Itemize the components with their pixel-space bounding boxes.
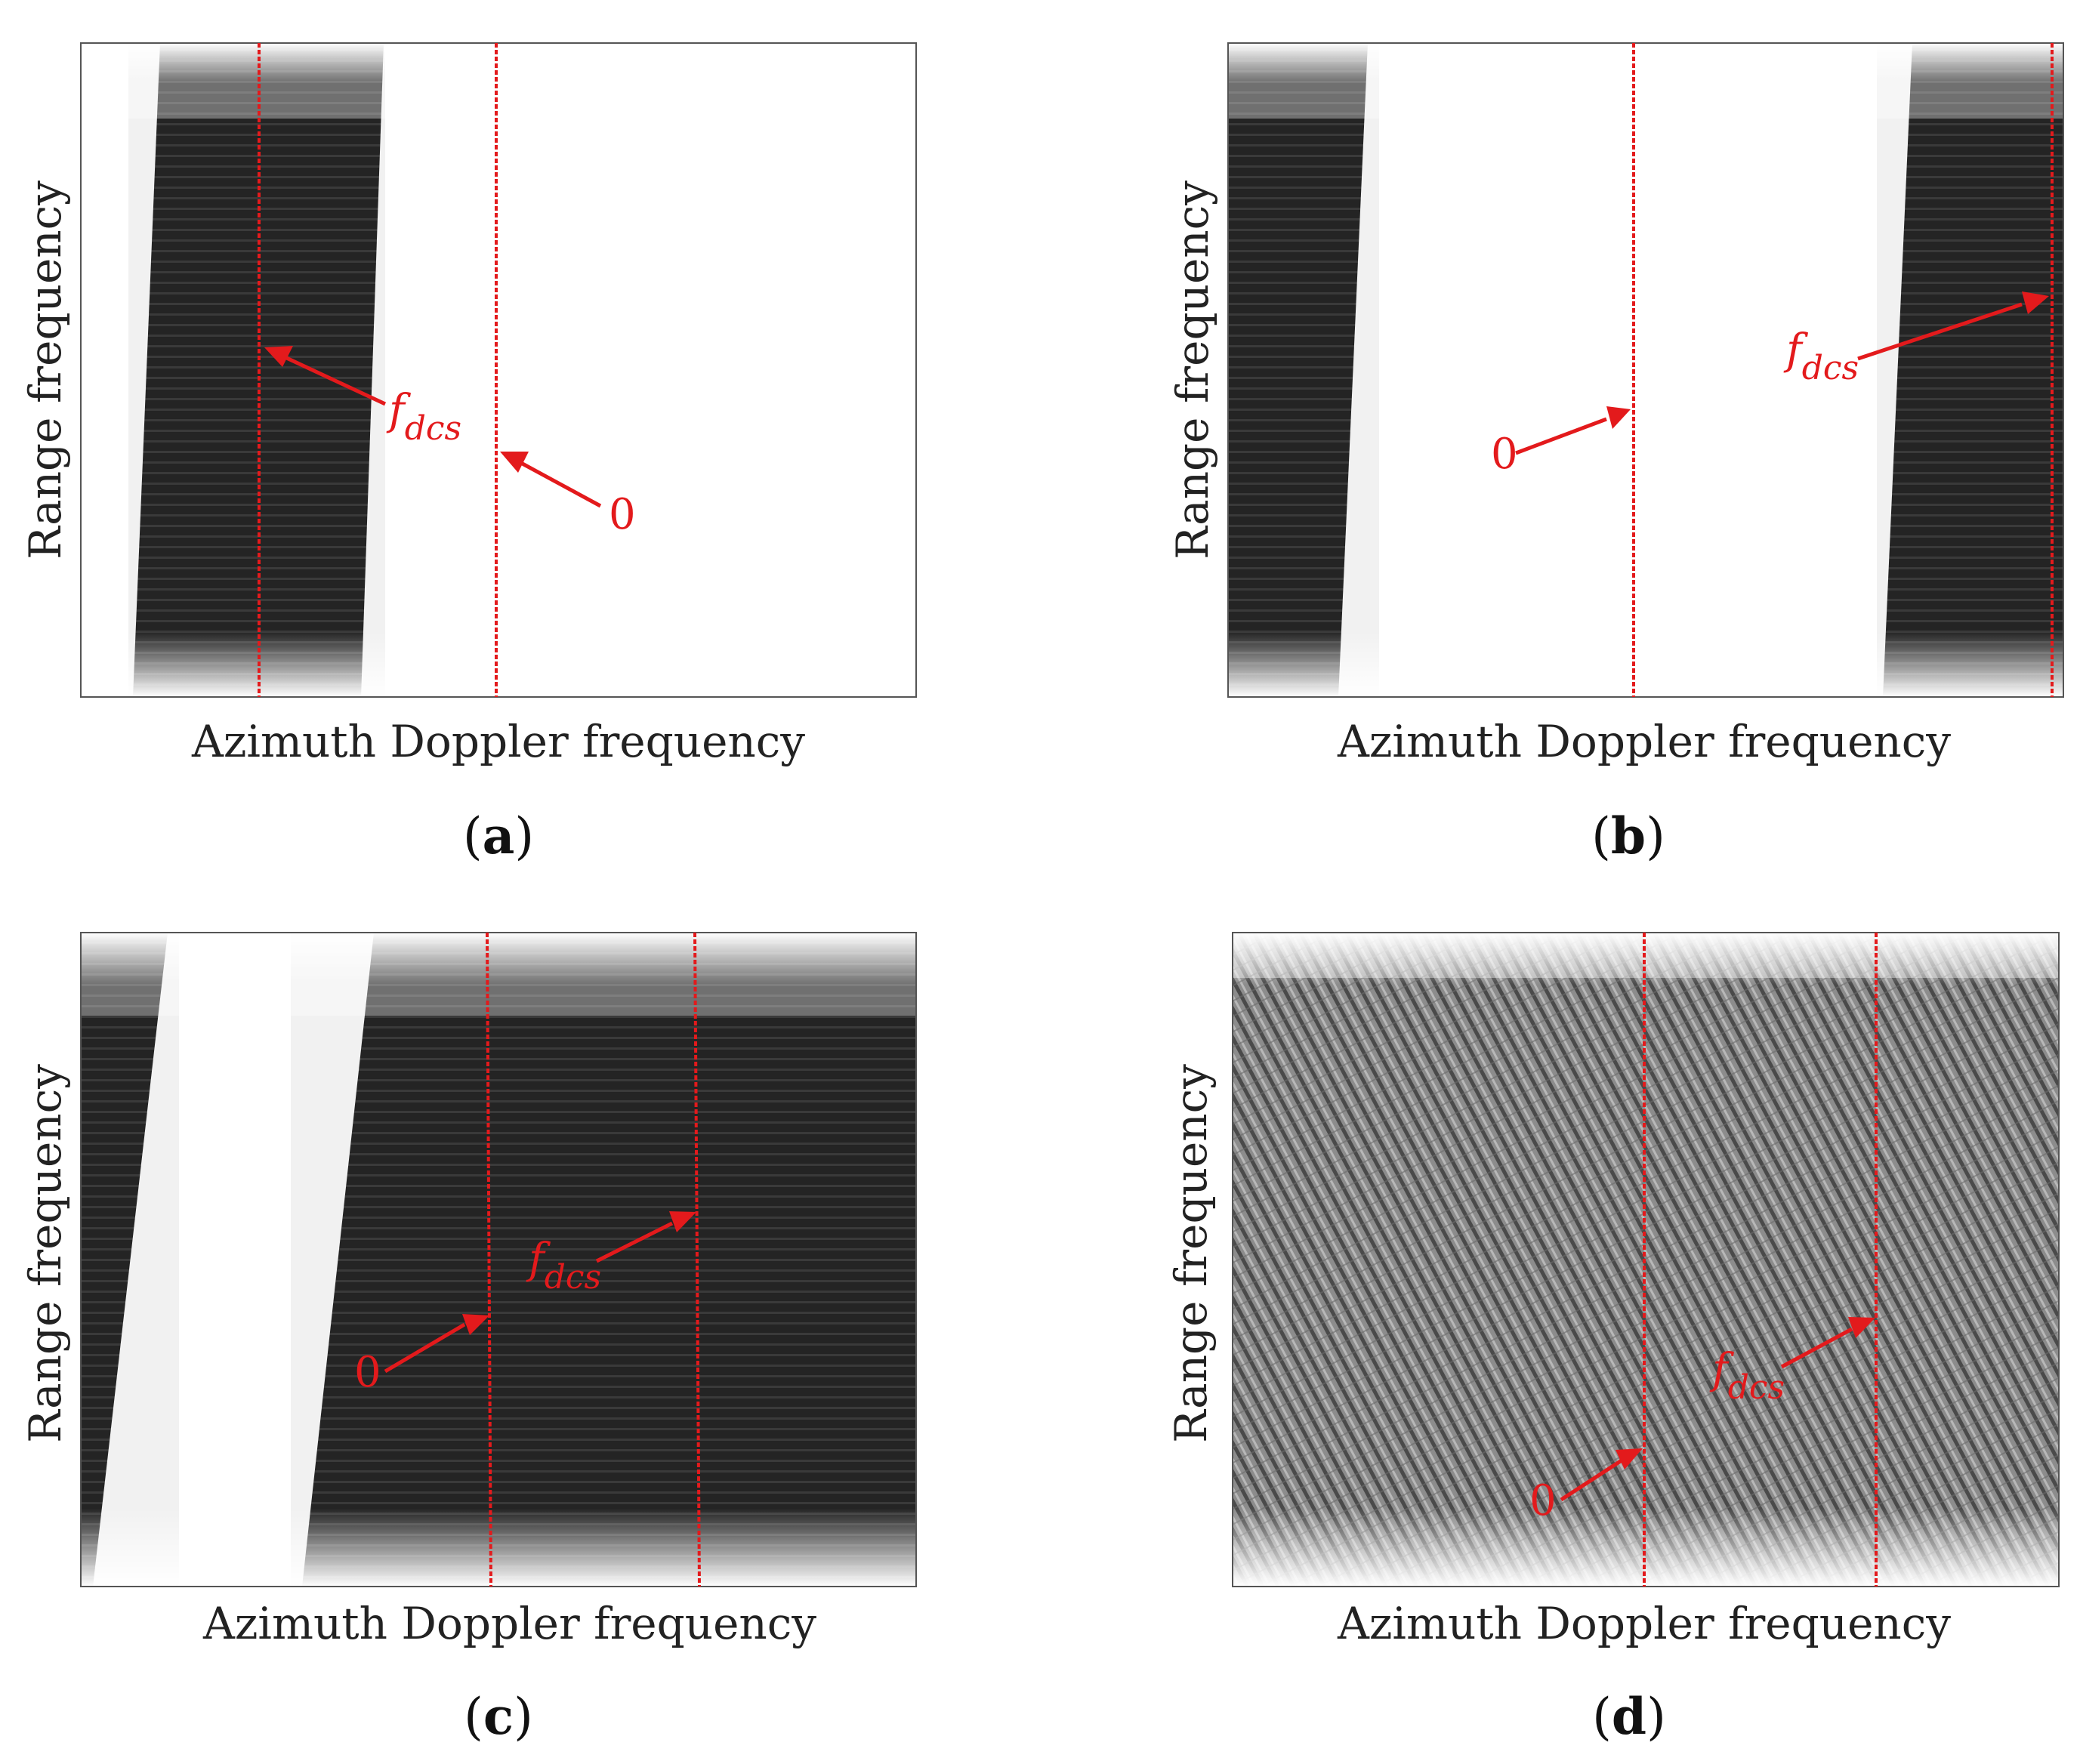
y-axis-label: Range frequency xyxy=(1167,180,1218,560)
panel-d: 0 fdcs Range frequency Azimuth Doppler f… xyxy=(1040,882,2080,1764)
range-fade xyxy=(81,933,916,1587)
zero-arrowhead xyxy=(1606,406,1631,429)
panel-label: (b) xyxy=(1591,806,1665,865)
fdcs-annotation: fdcs xyxy=(526,1235,601,1297)
panel-b-figure: 0 fdcs Range frequency Azimuth Doppler f… xyxy=(1167,42,2064,865)
y-axis-label: Range frequency xyxy=(20,1064,71,1443)
panel-a: fdcs 0 Range frequency Azimuth Doppler f… xyxy=(0,0,1040,882)
zero-line xyxy=(486,932,492,1587)
fdcs-arrowhead xyxy=(669,1211,696,1232)
fdcs-annotation: fdcs xyxy=(1783,325,1859,387)
zero-arrow xyxy=(1515,417,1607,455)
panel-d-figure: 0 fdcs Range frequency Azimuth Doppler f… xyxy=(1165,932,2060,1746)
panel-label: (d) xyxy=(1592,1687,1666,1746)
plot-frame xyxy=(80,42,917,698)
fdcs-arrow xyxy=(595,1221,674,1263)
zero-arrowhead xyxy=(462,1314,489,1335)
zero-annotation: 0 xyxy=(1529,1476,1557,1525)
x-axis-label: Azimuth Doppler frequency xyxy=(202,1598,816,1649)
fdcs-arrowhead xyxy=(264,346,293,367)
top-fade xyxy=(1228,43,2063,119)
panel-label: (c) xyxy=(464,1687,533,1746)
y-axis-label: Range frequency xyxy=(1165,1064,1217,1443)
zero-arrow xyxy=(384,1322,466,1374)
range-fade xyxy=(81,43,916,697)
fdcs-arrow xyxy=(282,354,387,406)
fdcs-arrow xyxy=(1857,302,2023,361)
top-fade xyxy=(81,43,916,119)
panel-a-figure: fdcs 0 Range frequency Azimuth Doppler f… xyxy=(20,42,917,865)
zero-annotation: 0 xyxy=(1491,430,1518,479)
panel-c: 0 fdcs Range frequency Azimuth Doppler f… xyxy=(0,882,1040,1764)
zero-annotation: 0 xyxy=(609,490,636,539)
x-axis-label: Azimuth Doppler frequency xyxy=(1337,716,1951,767)
y-axis-label: Range frequency xyxy=(20,180,71,560)
plot-frame xyxy=(1227,42,2064,698)
top-fade xyxy=(81,933,916,1016)
zero-arrowhead xyxy=(1616,1448,1643,1469)
fdcs-annotation: fdcs xyxy=(386,386,461,448)
fdcs-arrowhead xyxy=(1848,1317,1875,1338)
panel-c-figure: 0 fdcs Range frequency Azimuth Doppler f… xyxy=(20,932,917,1746)
zero-arrow xyxy=(1560,1458,1623,1502)
zero-annotation: 0 xyxy=(354,1348,381,1397)
panel-b: 0 fdcs Range frequency Azimuth Doppler f… xyxy=(1040,0,2080,882)
fdcs-arrowhead xyxy=(2022,291,2049,314)
zero-arrow xyxy=(518,460,602,508)
fdcs-line xyxy=(693,932,701,1587)
range-fade xyxy=(1228,43,2063,697)
panel-label: (a) xyxy=(463,806,534,865)
x-axis-label: Azimuth Doppler frequency xyxy=(1337,1598,1951,1649)
zero-arrowhead xyxy=(500,452,529,473)
plot-frame xyxy=(80,932,917,1587)
x-axis-label: Azimuth Doppler frequency xyxy=(191,716,805,767)
fdcs-arrow xyxy=(1780,1327,1853,1369)
